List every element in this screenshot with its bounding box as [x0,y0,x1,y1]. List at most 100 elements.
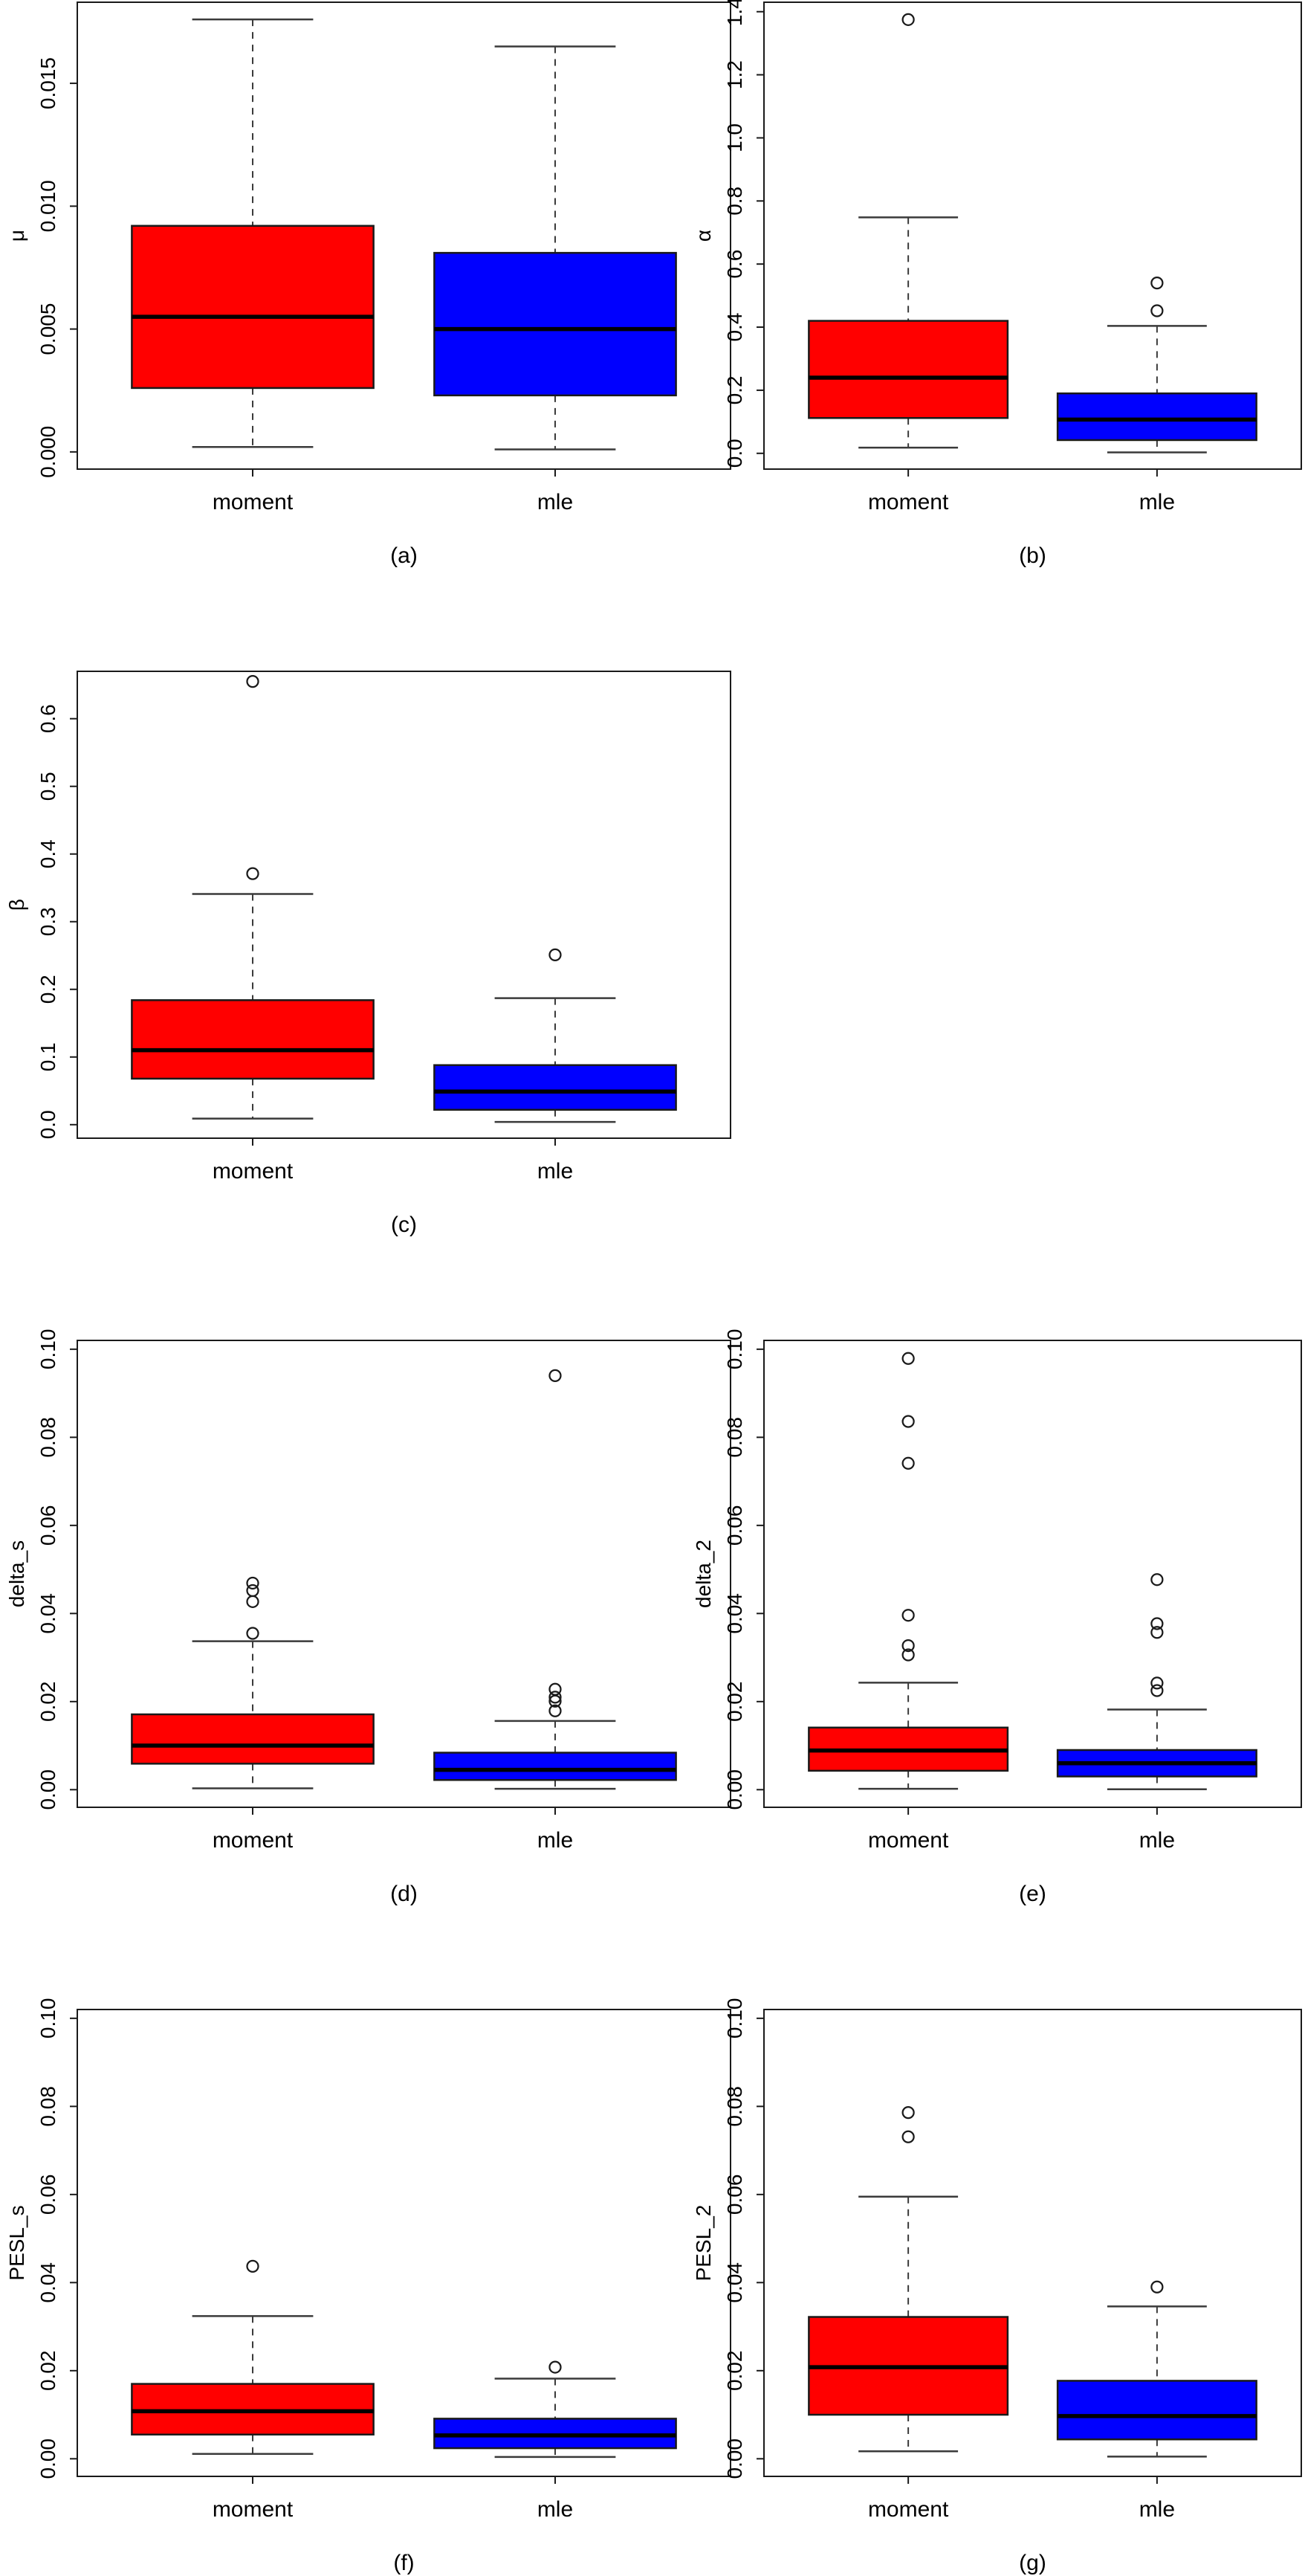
boxplot-mle-f [433,2360,677,2459]
panel-e [763,1340,1302,1808]
y-tick-label: 0.04 [723,2262,746,2303]
y-axis-title-e: delta_2 [692,1540,715,1608]
y-tick-label: 0.04 [36,1593,59,1634]
box-moment [131,1713,375,1765]
outlier-point [901,1639,915,1653]
subplot-b: 0.0 0.2 0.4 0.6 0.8 1.0 1.2 1.4 α moment mle (b) [692,0,1302,568]
caption-g: (g) [1019,2551,1046,2575]
y-axis-title-c: β [5,899,28,911]
y-tick-label: 0.08 [36,2086,59,2127]
y-tick-label: 0.10 [723,1329,746,1370]
y-tick-label: 0.015 [36,57,59,109]
y-tick-label: 0.3 [36,907,59,936]
y-axis-title-b: α [692,230,715,242]
outlier-point [1150,1573,1164,1586]
outlier-point [1150,1684,1164,1697]
boxplot-moment-b [808,13,1009,449]
panel-d [77,1340,731,1808]
y-tick-label: 0.08 [36,1417,59,1458]
y-tick-label: 1.0 [723,123,746,152]
outlier-point [246,867,259,880]
y-tick-label: 0.10 [723,1998,746,2039]
outlier-point [1150,2280,1164,2293]
caption-a: (a) [390,543,418,568]
box-moment [808,320,1009,419]
y-tick-label: 1.4 [723,0,746,26]
outlier-point [1150,1626,1164,1639]
outlier-point [548,1704,562,1717]
outlier-point [1150,304,1164,317]
y-tick-label: 0.2 [36,975,59,1004]
y-tick-label: 0.4 [723,313,746,342]
box-mle [433,251,677,397]
y-tick-label: 0.00 [723,1769,746,1810]
outlier-point [901,1415,915,1428]
y-tick-label: 0.10 [36,1998,59,2039]
y-tick-label: 0.02 [36,2351,59,2392]
caption-b: (b) [1019,543,1046,568]
caption-c: (c) [391,1213,417,1237]
outlier-point [246,1576,259,1590]
x-category-label: moment [868,490,949,514]
y-tick-label: 0.00 [36,1769,59,1810]
y-tick-label: 0.010 [36,180,59,232]
boxplot-mle-b [1056,277,1257,453]
boxplot-moment-f [131,2259,375,2456]
outlier-point [901,2130,915,2143]
outlier-point [901,1648,915,1662]
y-axis-title-f: PESL_s [5,2205,28,2280]
x-category-label: mle [537,1828,573,1853]
box-mle [433,1752,677,1781]
y-axis-title-a: μ [5,230,28,242]
outlier-point [901,2106,915,2120]
y-tick-label: 1.2 [723,60,746,89]
y-axis-title-g: PESL_2 [692,2205,715,2282]
boxplot-moment-g [808,2106,1009,2453]
outlier-point [901,1456,915,1470]
x-category-label: moment [213,1159,294,1184]
y-tick-label: 0.5 [36,772,59,801]
y-tick-label: 0.2 [723,375,746,404]
outlier-point [246,675,259,688]
y-tick-label: 0.08 [723,2086,746,2127]
outlier-point [901,1352,915,1365]
boxplot-mle-d [433,1369,677,1790]
y-tick-label: 0.06 [723,1505,746,1546]
x-category-label: moment [213,2497,294,2522]
y-tick-label: 0.005 [36,303,59,355]
boxplot-mle-a [433,45,677,451]
outlier-point [1150,277,1164,290]
boxplot-moment-a [131,18,375,448]
caption-f: (f) [393,2551,414,2575]
x-category-label: mle [537,1159,573,1184]
panel-a [77,1,731,470]
y-tick-label: 0.00 [36,2438,59,2479]
outlier-point [548,1369,562,1383]
x-category-label: mle [537,490,573,514]
boxplot-moment-c [131,675,375,1120]
panel-g [763,2009,1302,2477]
box-mle [433,1064,677,1111]
outlier-point [901,13,915,26]
outlier-point [901,1609,915,1622]
y-tick-label: 0.10 [36,1329,59,1370]
y-tick-label: 0.02 [36,1682,59,1723]
y-tick-label: 0.04 [723,1593,746,1634]
x-category-label: moment [213,490,294,514]
y-tick-label: 0.06 [723,2175,746,2215]
box-mle [1056,392,1257,442]
x-category-label: mle [1139,1828,1175,1853]
y-tick-label: 0.1 [36,1042,59,1071]
outlier-point [1150,1617,1164,1630]
box-moment [131,999,375,1080]
y-tick-label: 0.6 [36,704,59,733]
outlier-point [548,2360,562,2374]
outlier-point [548,1691,562,1704]
boxplot-moment-e [808,1352,1009,1790]
outlier-point [548,948,562,961]
y-axis-title-d: delta_s [5,1540,28,1607]
